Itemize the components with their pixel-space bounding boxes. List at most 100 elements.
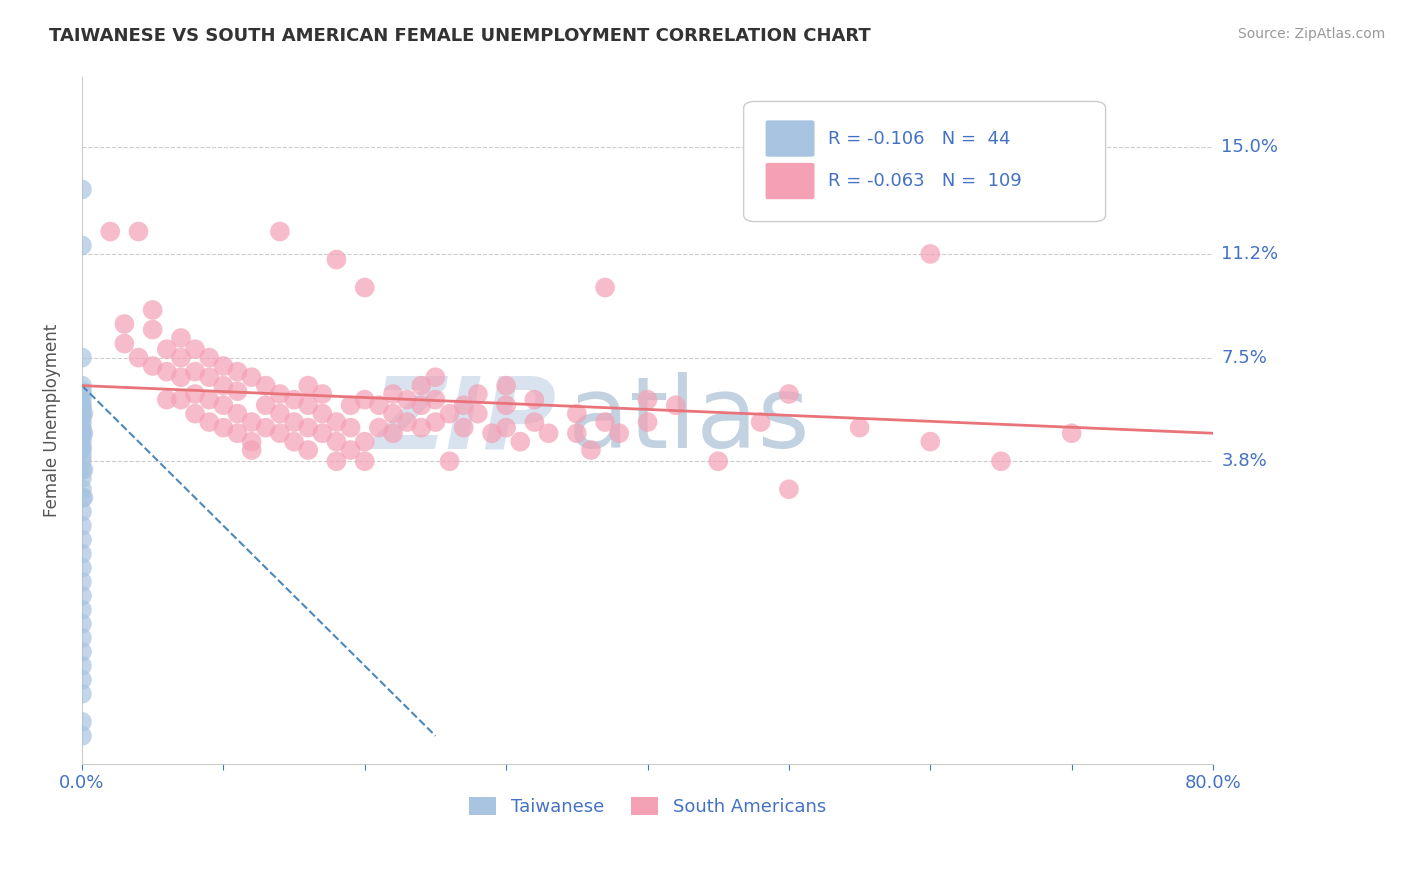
Point bbox=[70, 574, 93, 589]
Point bbox=[142, 303, 165, 318]
Point bbox=[665, 398, 688, 412]
Point bbox=[240, 415, 263, 429]
Text: R = -0.106   N =  44: R = -0.106 N = 44 bbox=[828, 129, 1011, 147]
FancyBboxPatch shape bbox=[765, 162, 815, 200]
Point bbox=[72, 426, 94, 441]
Point bbox=[593, 280, 616, 294]
Point bbox=[212, 420, 235, 434]
Point bbox=[565, 407, 588, 421]
Point bbox=[778, 387, 800, 401]
Point bbox=[453, 398, 475, 412]
Point bbox=[537, 426, 560, 441]
Point bbox=[325, 454, 347, 468]
Point bbox=[297, 398, 319, 412]
Point bbox=[70, 378, 93, 392]
Point bbox=[607, 426, 630, 441]
Point bbox=[70, 449, 93, 463]
Text: R = -0.063   N =  109: R = -0.063 N = 109 bbox=[828, 172, 1022, 190]
Point bbox=[70, 714, 93, 729]
Point bbox=[70, 589, 93, 603]
Point bbox=[142, 359, 165, 373]
Point bbox=[226, 384, 249, 399]
Point bbox=[283, 415, 305, 429]
Point bbox=[142, 322, 165, 336]
Point bbox=[70, 631, 93, 645]
Point bbox=[70, 398, 93, 412]
Point bbox=[70, 426, 93, 441]
Point bbox=[70, 384, 93, 399]
Point bbox=[70, 729, 93, 743]
Point bbox=[453, 420, 475, 434]
Point bbox=[311, 426, 333, 441]
Point bbox=[353, 434, 375, 449]
Point bbox=[495, 398, 517, 412]
Point bbox=[70, 673, 93, 687]
Point bbox=[425, 370, 447, 384]
Point bbox=[170, 370, 193, 384]
Point bbox=[339, 443, 361, 458]
Point bbox=[212, 398, 235, 412]
Point bbox=[269, 407, 291, 421]
Point bbox=[184, 407, 207, 421]
Point bbox=[467, 407, 489, 421]
Point bbox=[481, 426, 503, 441]
Point bbox=[70, 407, 93, 421]
Point bbox=[170, 392, 193, 407]
Point bbox=[226, 365, 249, 379]
Point bbox=[70, 440, 93, 454]
Point bbox=[70, 387, 93, 401]
Legend: Taiwanese, South Americans: Taiwanese, South Americans bbox=[463, 789, 832, 823]
Point bbox=[353, 454, 375, 468]
Point bbox=[70, 483, 93, 497]
Point bbox=[637, 415, 659, 429]
Point bbox=[198, 415, 221, 429]
Point bbox=[325, 434, 347, 449]
Point bbox=[70, 463, 93, 477]
Point bbox=[70, 182, 93, 196]
Point bbox=[240, 443, 263, 458]
Point bbox=[411, 398, 433, 412]
Text: Source: ZipAtlas.com: Source: ZipAtlas.com bbox=[1237, 27, 1385, 41]
Point bbox=[920, 434, 942, 449]
Point bbox=[70, 351, 93, 365]
Point bbox=[70, 491, 93, 505]
Point bbox=[579, 443, 602, 458]
Point bbox=[156, 392, 179, 407]
Point bbox=[70, 616, 93, 631]
Point bbox=[70, 415, 93, 429]
Point bbox=[367, 398, 389, 412]
Point bbox=[311, 407, 333, 421]
Point bbox=[198, 392, 221, 407]
Point bbox=[70, 658, 93, 673]
Point bbox=[411, 420, 433, 434]
Point bbox=[70, 434, 93, 449]
Point bbox=[297, 378, 319, 392]
Point bbox=[425, 392, 447, 407]
Point bbox=[70, 645, 93, 659]
Point bbox=[297, 420, 319, 434]
Point bbox=[156, 342, 179, 356]
Point bbox=[72, 491, 94, 505]
Text: 11.2%: 11.2% bbox=[1222, 245, 1278, 263]
Point bbox=[212, 359, 235, 373]
Point bbox=[156, 365, 179, 379]
Point bbox=[184, 342, 207, 356]
Point bbox=[70, 401, 93, 415]
Point bbox=[240, 370, 263, 384]
Point bbox=[353, 280, 375, 294]
Point bbox=[593, 415, 616, 429]
Point bbox=[70, 533, 93, 547]
Point bbox=[184, 365, 207, 379]
Point bbox=[382, 426, 405, 441]
Y-axis label: Female Unemployment: Female Unemployment bbox=[44, 324, 60, 517]
Point bbox=[70, 443, 93, 458]
Text: 7.5%: 7.5% bbox=[1222, 349, 1267, 367]
Point bbox=[170, 331, 193, 345]
Point bbox=[70, 505, 93, 519]
Point bbox=[382, 407, 405, 421]
Point bbox=[425, 415, 447, 429]
Point bbox=[325, 252, 347, 267]
FancyBboxPatch shape bbox=[765, 120, 815, 157]
Point bbox=[495, 420, 517, 434]
Point bbox=[778, 483, 800, 497]
